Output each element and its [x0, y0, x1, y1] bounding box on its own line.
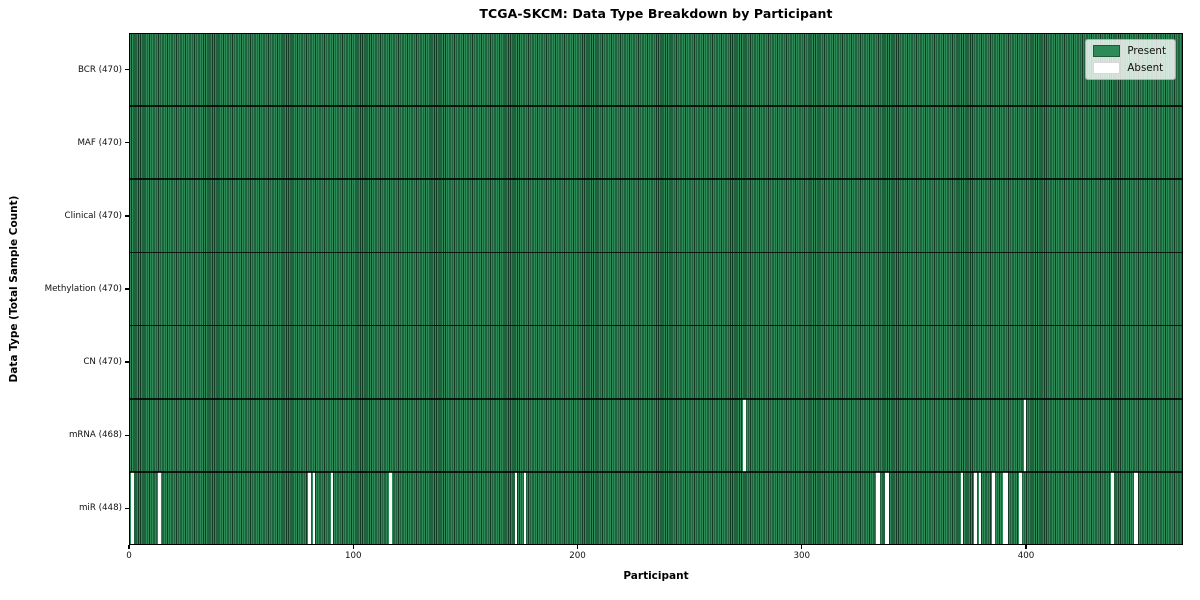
x-tick-label: 300: [793, 551, 811, 561]
absent-mark-miR: [875, 471, 879, 545]
y-tick-label: miR (448): [78, 503, 122, 514]
x-tick: [576, 545, 579, 549]
absent-mark-miR: [960, 471, 964, 545]
legend-item: Absent: [1093, 62, 1166, 74]
absent-mark-miR: [312, 471, 316, 545]
absent-mark-miR: [1133, 471, 1137, 545]
row-divider: [129, 470, 1183, 473]
absent-mark-miR: [1111, 471, 1114, 545]
absent-mark-miR: [978, 471, 982, 545]
absent-mark-miR: [523, 471, 527, 545]
y-tick: [125, 68, 129, 71]
y-tick: [125, 288, 129, 290]
legend: Present Absent: [1085, 39, 1176, 80]
x-tick: [801, 545, 803, 549]
absent-mark-miR: [886, 471, 890, 545]
absent-mark-miR: [389, 471, 392, 545]
y-tick: [125, 215, 129, 217]
absent-mark-miR: [1003, 471, 1007, 545]
x-tick-label: 100: [344, 551, 362, 561]
row-divider: [129, 178, 1183, 181]
absent-mark-mRNA: [1023, 398, 1027, 472]
legend-label: Absent: [1127, 61, 1164, 74]
row-divider: [129, 105, 1183, 108]
absent-mark-miR: [158, 471, 161, 545]
legend-swatch-absent: [1093, 62, 1121, 74]
legend-label: Present: [1127, 44, 1166, 57]
x-tick: [352, 545, 354, 549]
x-axis-label: Participant: [623, 570, 689, 582]
x-tick: [128, 545, 130, 549]
legend-item: Present: [1093, 45, 1166, 57]
absent-mark-miR: [974, 471, 977, 545]
row-divider: [129, 397, 1183, 400]
absent-mark-miR: [877, 471, 881, 545]
y-tick-label: MAF (470): [77, 137, 122, 148]
y-tick-label: Methylation (470): [44, 284, 122, 294]
y-tick: [125, 142, 129, 144]
x-tick: [1025, 545, 1027, 549]
x-tick-label: 0: [126, 551, 132, 561]
legend-swatch-present: [1093, 45, 1121, 57]
heatmap-plot: Present Absent: [129, 33, 1183, 545]
y-tick: [125, 361, 129, 363]
row-divider: [129, 324, 1183, 327]
y-tick: [125, 507, 129, 510]
absent-mark-miR: [330, 471, 334, 545]
y-tick-label: mRNA (468): [68, 430, 122, 441]
x-tick-label: 400: [1017, 551, 1035, 561]
absent-mark-miR: [1019, 471, 1022, 545]
absent-mark-miR: [992, 471, 995, 545]
chart-title: TCGA-SKCM: Data Type Breakdown by Partic…: [479, 6, 833, 21]
y-tick: [125, 434, 129, 436]
absent-mark-miR: [514, 471, 518, 545]
absent-mark-miR: [1005, 471, 1009, 545]
absent-mark-miR: [884, 471, 888, 545]
x-tick-label: 200: [569, 551, 586, 561]
y-tick-label: Clinical (470): [64, 210, 122, 221]
absent-mark-miR: [308, 471, 311, 545]
row-divider: [129, 251, 1183, 254]
y-tick-label: CN (470): [83, 357, 122, 368]
absent-mark-miR: [131, 471, 134, 545]
absent-mark-mRNA: [743, 398, 746, 472]
y-tick-label: BCR (470): [77, 64, 122, 75]
absent-mark-miR: [1135, 471, 1139, 545]
